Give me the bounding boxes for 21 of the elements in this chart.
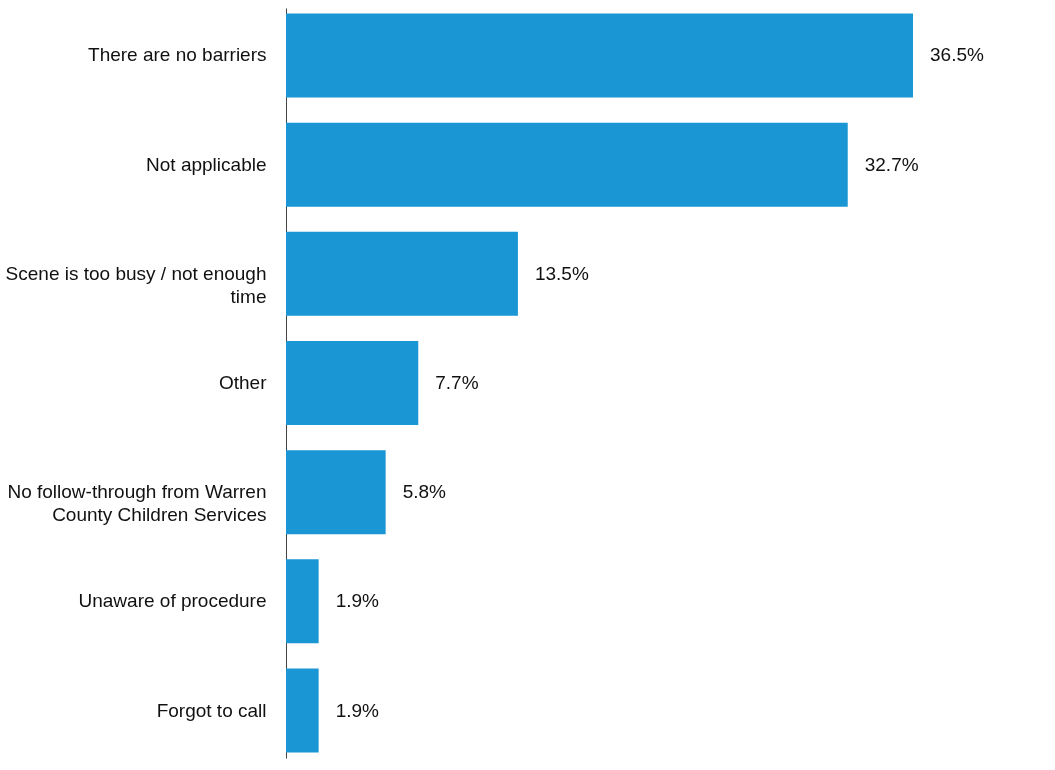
y-tick-label: There are no barriers	[88, 44, 267, 66]
bar	[286, 450, 386, 535]
data-label: 1.9%	[335, 699, 380, 721]
bar	[286, 559, 319, 644]
y-tick-label: No follow-through from Warren County Children Services	[7, 481, 267, 526]
data-label: 32.7%	[864, 153, 919, 175]
bar	[286, 231, 518, 316]
data-label: 36.5%	[930, 44, 984, 66]
bar	[286, 122, 848, 207]
bar	[286, 668, 319, 753]
data-label: 1.9%	[335, 590, 380, 612]
y-tick-label: Other	[218, 372, 268, 393]
data-label: 13.5%	[534, 262, 589, 284]
y-tick-label: Unaware of procedure	[78, 590, 267, 612]
data-label: 7.7%	[435, 372, 479, 393]
data-label: 5.8%	[402, 481, 447, 503]
y-tick-label: Not applicable	[146, 153, 267, 175]
y-tick-label: Forgot to call	[156, 699, 267, 721]
bar	[286, 340, 419, 426]
bar	[286, 13, 913, 98]
y-tick-label: Scene is too busy / not enough time	[5, 262, 267, 307]
